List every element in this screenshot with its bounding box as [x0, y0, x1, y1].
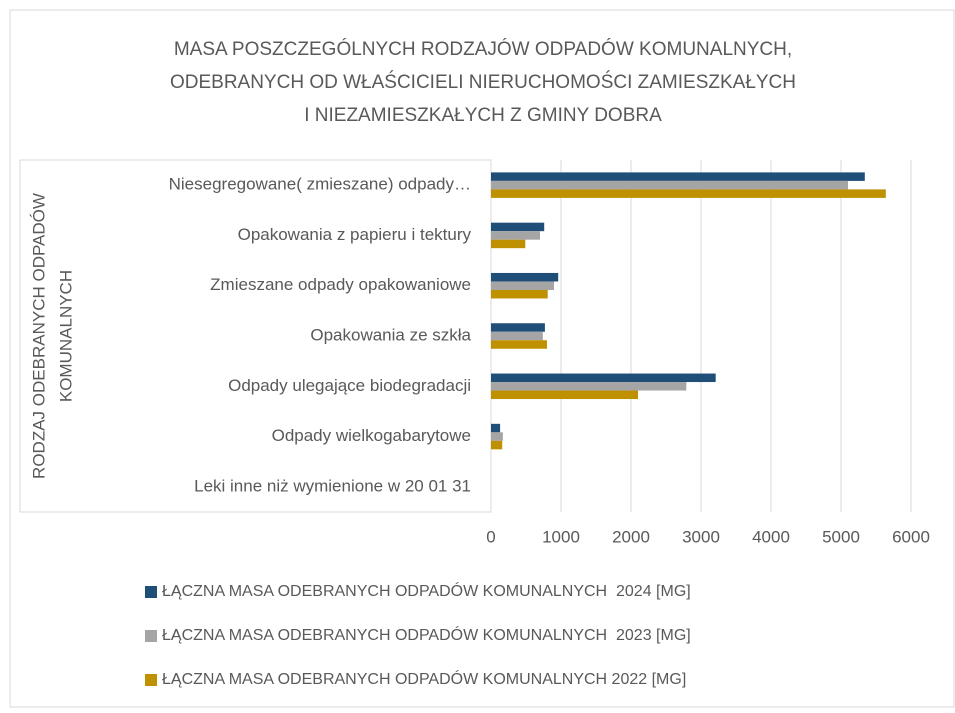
y-tick-label: Opakowania ze szkła	[310, 325, 471, 344]
bar	[491, 423, 501, 433]
bar	[491, 231, 540, 240]
bar	[491, 373, 716, 383]
x-tick-label: 6000	[892, 527, 930, 546]
legend-label: ŁĄCZNA MASA ODEBRANYCH ODPADÓW KOMUNALNY…	[162, 625, 691, 644]
x-tick-label: 0	[486, 527, 495, 546]
y-tick-label: Leki inne niż wymienione w 20 01 31	[194, 476, 471, 495]
y-tick-label: Opakowania z papieru i tektury	[238, 225, 472, 244]
bar	[491, 189, 886, 198]
bar	[491, 432, 503, 441]
legend-swatch	[145, 630, 157, 642]
y-tick-label: Niesegregowane( zmieszane) odpady…	[169, 175, 471, 194]
bar	[491, 239, 526, 249]
bar	[491, 323, 545, 332]
y-tick-label: Odpady ulegające biodegradacji	[228, 376, 471, 395]
bar	[491, 172, 865, 181]
y-tick-label: Zmieszane odpady opakowaniowe	[210, 275, 471, 294]
legend-label: ŁĄCZNA MASA ODEBRANYCH ODPADÓW KOMUNALNY…	[162, 669, 686, 688]
bar	[491, 222, 545, 232]
x-tick-label: 2000	[612, 527, 650, 546]
bar	[491, 331, 543, 341]
chart-title: I NIEZAMIESZKAŁYCH Z GMINY DOBRA	[304, 105, 662, 126]
bar	[491, 340, 547, 349]
legend-swatch	[145, 586, 157, 598]
x-tick-label: 5000	[822, 527, 860, 546]
bar	[491, 180, 848, 190]
bar	[491, 281, 554, 290]
chart-border	[9, 9, 955, 708]
x-tick-label: 1000	[542, 527, 580, 546]
x-tick-label: 4000	[752, 527, 790, 546]
bar	[491, 382, 687, 391]
bar	[491, 289, 548, 299]
chart-title: MASA POSZCZEGÓLNYCH RODZAJÓW ODPADÓW KOM…	[174, 38, 792, 60]
legend-label: ŁĄCZNA MASA ODEBRANYCH ODPADÓW KOMUNALNY…	[162, 581, 691, 600]
y-tick-label: Odpady wielkogabarytowe	[272, 426, 471, 445]
y-axis-label: RODZAJ ODEBRANYCH ODPADÓW	[29, 193, 48, 479]
chart-title: ODEBRANYCH OD WŁAŚCICIELI NIERUCHOMOŚCI …	[170, 71, 796, 93]
y-axis-label: KOMUNALNYCH	[56, 270, 75, 402]
legend-swatch	[145, 674, 157, 686]
bar	[491, 390, 638, 400]
x-tick-label: 3000	[682, 527, 720, 546]
bar	[491, 440, 503, 450]
bar	[491, 272, 559, 282]
